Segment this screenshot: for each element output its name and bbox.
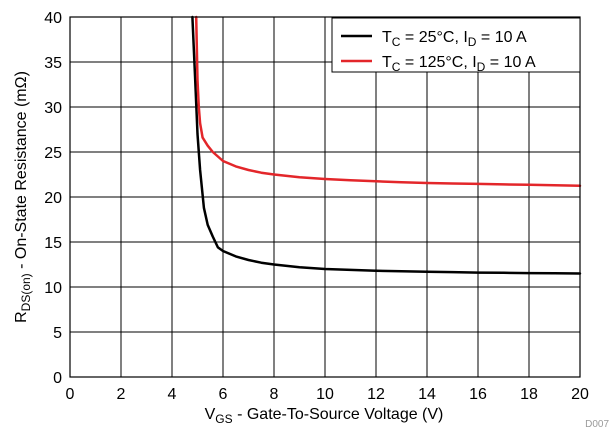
y-axis-label-sub: DS(on) <box>19 273 33 311</box>
legend: TC = 25°C, ID = 10 A TC = 125°C, ID = 10… <box>331 17 581 74</box>
x-tick-label: 8 <box>270 386 279 403</box>
x-tick-label: 12 <box>367 386 385 403</box>
y-tick-label: 40 <box>44 10 62 27</box>
y-tick-label: 0 <box>53 370 62 387</box>
series-group <box>191 15 582 275</box>
series-line-0 <box>191 15 582 275</box>
y-axis-label-main: R <box>13 311 30 323</box>
y-tick-label: 15 <box>44 235 62 252</box>
x-tick-label: 0 <box>66 386 75 403</box>
y-tick-labels: 0 5 10 15 20 25 30 35 40 <box>44 10 62 387</box>
legend-entry-125c: TC = 125°C, ID = 10 A <box>382 54 536 74</box>
x-axis-label: VGS - Gate-To-Source Voltage (V) <box>205 406 444 426</box>
y-axis-label: RDS(on) - On-State Resistance (mΩ) <box>13 71 33 323</box>
x-tick-label: 20 <box>571 386 589 403</box>
y-axis-label-rest: - On-State Resistance (mΩ) <box>13 71 30 273</box>
x-tick-label: 2 <box>117 386 126 403</box>
x-tick-label: 14 <box>418 386 436 403</box>
x-tick-label: 10 <box>316 386 334 403</box>
x-axis-label-sub: GS <box>215 412 232 426</box>
x-tick-label: 4 <box>168 386 177 403</box>
series-line-1 <box>194 15 582 188</box>
y-tick-label: 25 <box>44 145 62 162</box>
x-axis-label-rest: - Gate-To-Source Voltage (V) <box>233 406 444 423</box>
x-tick-labels: 0 2 4 6 8 10 12 14 16 18 20 <box>66 386 589 403</box>
x-tick-label: 6 <box>219 386 228 403</box>
x-tick-label: 18 <box>520 386 538 403</box>
x-axis-label-main: V <box>205 406 216 423</box>
y-tick-label: 30 <box>44 100 62 117</box>
legend-entry-25c: TC = 25°C, ID = 10 A <box>382 29 527 49</box>
figure-id-label: D007 <box>585 419 609 429</box>
y-tick-label: 10 <box>44 280 62 297</box>
plot-area-frame <box>69 16 581 378</box>
y-tick-label: 35 <box>44 55 62 72</box>
y-tick-label: 20 <box>44 190 62 207</box>
x-tick-label: 16 <box>469 386 487 403</box>
y-tick-label: 5 <box>53 325 62 342</box>
legend-box <box>331 17 581 73</box>
